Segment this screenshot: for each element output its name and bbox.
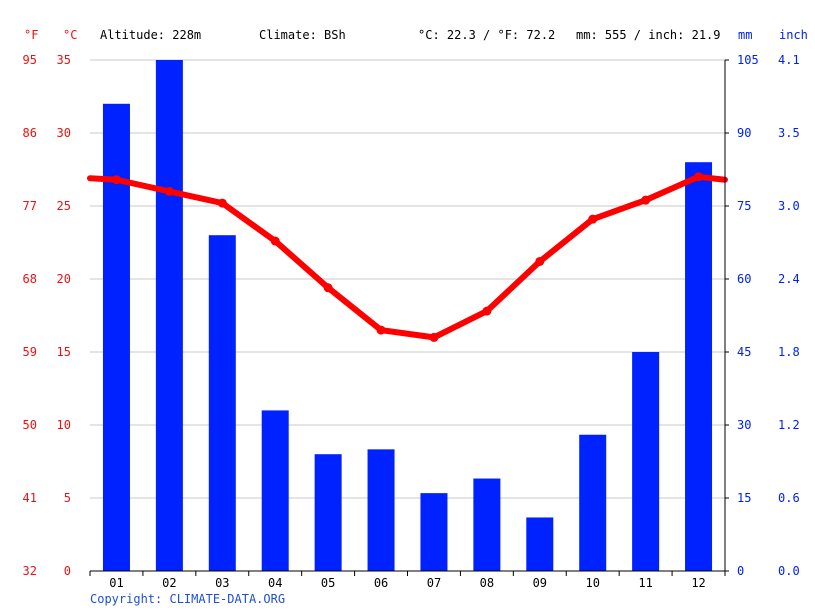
- x-tick-label: 06: [374, 576, 388, 590]
- inch-tick-label: 1.8: [778, 345, 800, 359]
- celsius-unit-label: °C: [63, 28, 78, 42]
- temperature-point: [694, 172, 704, 182]
- temperature-point: [535, 256, 545, 266]
- x-tick-label: 08: [480, 576, 494, 590]
- mm-tick-label: 45: [737, 345, 751, 359]
- altitude-label: Altitude: 228m: [100, 28, 202, 42]
- climate-label: Climate: BSh: [259, 28, 346, 42]
- x-tick-label: 10: [585, 576, 599, 590]
- total-precipitation-label: mm: 555 / inch: 21.9: [576, 28, 721, 42]
- x-tick-label: 04: [268, 576, 282, 590]
- mm-tick-label: 15: [737, 491, 751, 505]
- x-tick-label: 03: [215, 576, 229, 590]
- fahrenheit-tick-label: 95: [23, 53, 37, 67]
- mm-unit-label: mm: [738, 28, 753, 42]
- x-tick-label: 05: [321, 576, 335, 590]
- precipitation-bar: [632, 352, 660, 571]
- celsius-tick-label: 30: [57, 126, 71, 140]
- precipitation-bar: [579, 434, 607, 571]
- celsius-tick-label: 5: [64, 491, 71, 505]
- precipitation-bar: [473, 478, 501, 571]
- celsius-tick-label: 20: [57, 272, 71, 286]
- fahrenheit-tick-label: 68: [23, 272, 37, 286]
- temperature-point: [323, 283, 333, 293]
- x-tick-label: 07: [427, 576, 441, 590]
- precipitation-bar: [314, 454, 342, 571]
- fahrenheit-tick-label: 41: [23, 491, 37, 505]
- inch-tick-label: 4.1: [778, 53, 800, 67]
- temperature-point: [641, 195, 651, 205]
- precipitation-bar: [526, 517, 554, 571]
- mm-tick-label: 105: [737, 53, 759, 67]
- fahrenheit-tick-label: 77: [23, 199, 37, 213]
- temperature-point: [482, 306, 492, 316]
- inch-tick-label: 3.0: [778, 199, 800, 213]
- mm-tick-label: 60: [737, 272, 751, 286]
- precipitation-bar: [155, 60, 183, 571]
- celsius-tick-label: 15: [57, 345, 71, 359]
- celsius-tick-label: 0: [64, 564, 71, 578]
- x-tick-label: 09: [533, 576, 547, 590]
- precipitation-bars: [102, 60, 713, 572]
- x-tick-label: 02: [162, 576, 176, 590]
- precipitation-bar: [685, 162, 713, 571]
- precipitation-bar: [102, 103, 130, 572]
- temperature-point: [376, 325, 386, 335]
- temperature-point: [270, 236, 280, 246]
- fahrenheit-unit-label: °F: [24, 28, 39, 42]
- fahrenheit-tick-label: 59: [23, 345, 37, 359]
- celsius-tick-label: 10: [57, 418, 71, 432]
- fahrenheit-tick-label: 86: [23, 126, 37, 140]
- inch-unit-label: inch: [779, 28, 808, 42]
- mm-tick-label: 30: [737, 418, 751, 432]
- temperature-point: [429, 332, 439, 342]
- temperature-point: [217, 198, 227, 208]
- precipitation-bar: [420, 493, 448, 571]
- temperature-point: [588, 214, 598, 224]
- mm-tick-label: 75: [737, 199, 751, 213]
- temperature-line-path: [87, 173, 728, 341]
- grid-lines: [90, 59, 725, 499]
- celsius-tick-label: 25: [57, 199, 71, 213]
- celsius-tick-label: 35: [57, 53, 71, 67]
- precipitation-bar: [208, 235, 236, 571]
- temperature-point: [111, 175, 121, 185]
- inch-tick-label: 0.0: [778, 564, 800, 578]
- temperature-line: [87, 172, 728, 342]
- fahrenheit-tick-label: 50: [23, 418, 37, 432]
- temperature-point: [164, 186, 174, 196]
- precipitation-bar: [261, 410, 289, 571]
- fahrenheit-tick-label: 32: [23, 564, 37, 578]
- inch-tick-label: 3.5: [778, 126, 800, 140]
- copyright-link[interactable]: Copyright: CLIMATE-DATA.ORG: [90, 592, 286, 606]
- inch-tick-label: 0.6: [778, 491, 800, 505]
- inch-tick-label: 2.4: [778, 272, 800, 286]
- axes: 01 02 03 04 05 06 07 08 09 10 11 12 32 0 0 0.0 41 5 15 0.6 5…: [23, 53, 800, 590]
- x-tick-label: 12: [691, 576, 705, 590]
- inch-tick-label: 1.2: [778, 418, 800, 432]
- mm-tick-label: 0: [737, 564, 744, 578]
- x-tick-label: 01: [109, 576, 123, 590]
- average-temperature-label: °C: 22.3 / °F: 72.2: [418, 28, 556, 42]
- x-tick-label: 11: [638, 576, 652, 590]
- precipitation-bar: [367, 449, 395, 571]
- mm-tick-label: 90: [737, 126, 751, 140]
